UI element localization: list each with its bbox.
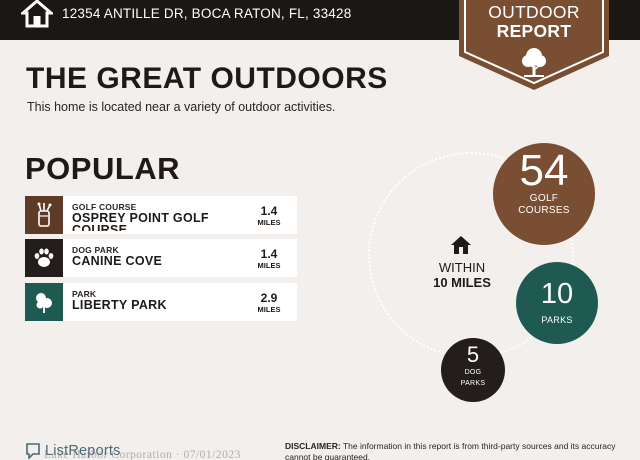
golf-count-value: 54 [519,146,569,195]
dog-parks-count: 5 DOG PARKS [441,338,505,402]
item-category: PARK [72,289,97,299]
dog-label-1: DOG [464,369,482,376]
golf-label-2: COURSES [518,205,570,216]
popular-heading: POPULAR [25,151,181,186]
page-subtitle: This home is located near a variety of o… [27,100,336,114]
golf-label-1: GOLF [529,193,559,204]
property-address: 12354 ANTILLE DR, BOCA RATON, FL, 33428 [62,6,352,21]
dog-label-2: PARKS [460,380,486,387]
item-name: CANINE COVE [72,255,163,268]
disclaimer-label: DISCLAIMER: [285,441,341,451]
item-distance: 1.4 MILES [249,205,289,228]
item-name: OSPREY POINT GOLF COURSE [72,212,209,231]
home-icon [21,0,53,28]
item-distance: 2.9 MILES [249,292,289,315]
distance-value: 2.9 [260,291,278,305]
golf-courses-count: 54 GOLF COURSES [493,143,595,245]
paw-icon [25,239,63,277]
logo-text: ListReports [45,443,121,459]
list-item-dog-park: DOG PARK CANINE COVE 1.4 MILES [25,239,297,277]
within-line-2: 10 MILES [433,275,491,290]
park-tree-icon [25,283,63,321]
item-category: DOG PARK [72,245,119,255]
item-distance: 1.4 MILES [249,248,289,271]
distance-unit: MILES [257,218,281,227]
list-item-golf-course: GOLF COURSE OSPREY POINT GOLF COURSE 1.4… [25,196,297,234]
dog-count-value: 5 [466,342,480,367]
distance-unit: MILES [257,305,281,314]
badge-line-1: OUTDOOR [488,2,580,22]
badge-line-2: REPORT [496,21,572,41]
tree-icon [522,48,546,77]
page-title: THE GREAT OUTDOORS [26,62,388,95]
item-category: GOLF COURSE [72,202,137,212]
item-name: LIBERTY PARK [72,299,167,312]
golf-bag-icon [25,196,63,234]
disclaimer: DISCLAIMER: The information in this repo… [285,441,625,460]
distance-value: 1.4 [260,247,278,261]
parks-label: PARKS [541,315,573,325]
parks-count-value: 10 [540,278,574,310]
disclaimer-text: The information in this report is from t… [285,441,616,460]
parks-count: 10 PARKS [516,262,598,344]
listreports-logo-icon [26,443,40,459]
list-item-park: PARK LIBERTY PARK 2.9 MILES [25,283,297,321]
badge-title: OUTDOOR REPORT [470,3,598,41]
listreports-logo: ListReports [25,442,121,460]
distance-unit: MILES [257,261,281,270]
within-label: WITHIN 10 MILES [418,260,506,290]
house-icon [451,236,471,254]
distance-value: 1.4 [260,204,278,218]
within-line-1: WITHIN [438,260,486,275]
report-badge [459,0,609,90]
watermark: Lake Harbor Corporation · 07/01/2023 [44,449,241,460]
